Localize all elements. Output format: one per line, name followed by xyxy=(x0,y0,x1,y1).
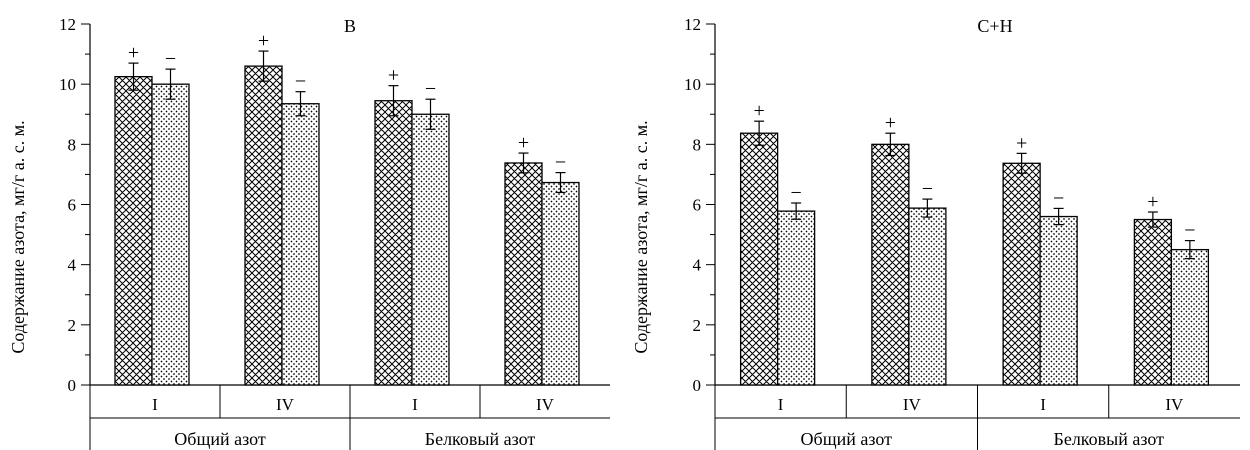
bar-crosshatch xyxy=(504,162,543,386)
minus-marker: − xyxy=(790,182,801,204)
panel-b: + − + − + − + − 0 2 4 6 8 10 12 Содержание азота, мг/… xyxy=(8,15,610,450)
minus-marker: − xyxy=(295,71,306,93)
panel-b-y-tick-labels: 0 2 4 6 8 10 12 xyxy=(59,15,77,395)
y-tick-label: 6 xyxy=(68,196,77,215)
minus-marker: − xyxy=(165,48,176,70)
bar-dotted xyxy=(1170,248,1210,386)
bar-crosshatch xyxy=(1133,218,1173,386)
bar-dotted xyxy=(908,207,947,386)
minus-marker: − xyxy=(1184,220,1195,242)
y-tick-label: 2 xyxy=(693,316,702,335)
minus-marker: − xyxy=(425,78,436,100)
panel-c-h: + − + − + − + − 0 2 4 6 8 10 12 Содержание азота, мг/… xyxy=(631,15,1240,450)
panel-b-title: B xyxy=(344,16,356,36)
panel-b-y-axis-label: Содержание азота, мг/г а. с. м. xyxy=(8,120,28,353)
plus-marker: + xyxy=(885,112,896,134)
y-tick-label: 2 xyxy=(68,316,77,335)
panel-b-bars: + − + − + − + − xyxy=(114,30,580,386)
y-tick-label: 12 xyxy=(59,15,76,34)
bar-crosshatch xyxy=(1002,162,1041,386)
bar-dotted xyxy=(411,113,450,386)
plus-marker: + xyxy=(518,132,529,154)
category-label: I xyxy=(778,395,784,414)
bar-dotted xyxy=(151,83,190,386)
y-tick-label: 6 xyxy=(693,196,702,215)
panel-c-h-title: C+H xyxy=(977,16,1012,36)
minus-marker: − xyxy=(922,178,933,200)
panel-c-h-bars: + − + − + − + − xyxy=(739,100,1210,386)
minus-marker: − xyxy=(555,152,566,174)
group-label: Общий азот xyxy=(801,429,893,449)
bar-dotted xyxy=(541,181,580,386)
plus-marker: + xyxy=(1016,132,1027,154)
plus-marker: + xyxy=(128,42,139,64)
category-label: I xyxy=(1040,395,1046,414)
group-label: Общий азот xyxy=(174,429,266,449)
category-label: IV xyxy=(1165,395,1184,414)
bar-dotted xyxy=(281,103,320,386)
panel-c-h-y-axis-label: Содержание азота, мг/г а. с. м. xyxy=(631,120,651,353)
bar-dotted xyxy=(1039,215,1078,386)
bar-crosshatch xyxy=(114,75,153,386)
category-label: IV xyxy=(903,395,922,414)
panel-c-h-y-tick-labels: 0 2 4 6 8 10 12 xyxy=(684,15,702,395)
category-label: I xyxy=(412,395,418,414)
plus-marker: + xyxy=(753,100,764,122)
bar-crosshatch xyxy=(374,100,413,386)
y-tick-label: 0 xyxy=(68,376,77,395)
bar-crosshatch xyxy=(739,132,779,386)
y-tick-label: 4 xyxy=(68,256,77,275)
y-tick-label: 8 xyxy=(693,135,702,154)
bar-dotted xyxy=(776,210,816,386)
y-tick-label: 12 xyxy=(684,15,701,34)
y-tick-label: 8 xyxy=(68,135,77,154)
plus-marker: + xyxy=(258,30,269,52)
y-tick-label: 4 xyxy=(693,256,702,275)
category-label: IV xyxy=(276,395,295,414)
y-tick-label: 0 xyxy=(693,376,702,395)
category-label: IV xyxy=(536,395,555,414)
y-tick-label: 10 xyxy=(59,75,76,94)
minus-marker: − xyxy=(1053,187,1064,209)
group-label: Белковый азот xyxy=(425,429,536,449)
plus-marker: + xyxy=(388,65,399,87)
bar-crosshatch xyxy=(244,65,283,386)
bar-crosshatch xyxy=(871,143,910,386)
group-label: Белковый азот xyxy=(1054,429,1165,449)
y-tick-label: 10 xyxy=(684,75,701,94)
category-label: I xyxy=(152,395,158,414)
plus-marker: + xyxy=(1147,191,1158,213)
